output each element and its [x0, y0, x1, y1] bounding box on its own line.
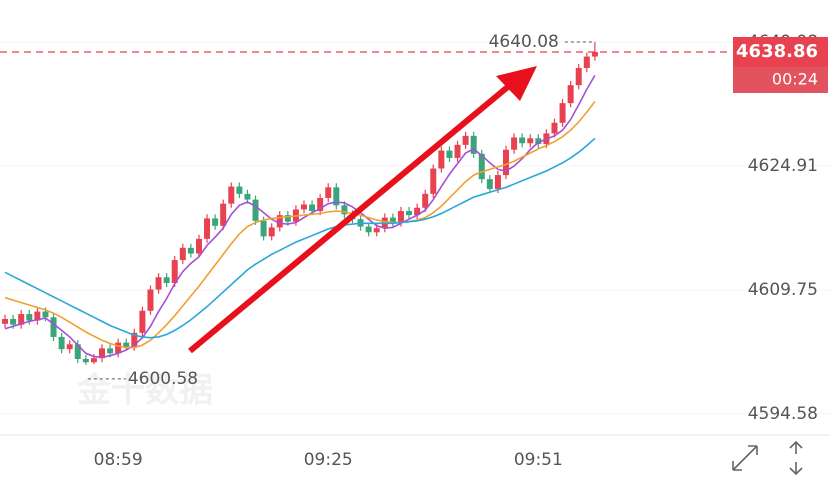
candle-body	[10, 318, 17, 325]
candle-body	[195, 238, 202, 254]
candle-body	[34, 311, 41, 321]
candle-body	[397, 211, 404, 223]
candle-body	[236, 186, 243, 194]
candle-body	[99, 348, 105, 359]
low-label: 4600.58	[128, 369, 198, 389]
candle-body	[50, 317, 57, 337]
ma-line	[4, 137, 596, 339]
candle-body	[90, 358, 97, 363]
candle-body	[519, 137, 526, 144]
candle-body	[333, 187, 340, 206]
candle-body	[551, 122, 558, 134]
candle-body	[82, 358, 89, 363]
trend-arrow	[188, 82, 512, 354]
countdown-label: 00:24	[772, 69, 818, 88]
candle-body	[18, 314, 25, 325]
candle-body	[406, 211, 413, 216]
x-tick-label: 09:51	[514, 450, 563, 470]
candle-body	[591, 51, 598, 57]
candle-body	[147, 289, 154, 311]
expand-icon[interactable]	[732, 445, 758, 471]
candle-body	[187, 247, 194, 254]
candle-body	[422, 193, 429, 208]
candle-body	[301, 204, 307, 210]
candle-body	[42, 311, 49, 318]
last-price-label: 4638.86	[736, 41, 818, 62]
candle-body	[559, 103, 566, 123]
scale-icon[interactable]	[789, 440, 803, 476]
countdown-box	[733, 66, 828, 93]
candle-body	[470, 135, 477, 154]
candle-body	[325, 187, 332, 198]
candle-body	[389, 217, 396, 223]
candle-body	[260, 220, 267, 237]
candle-body	[478, 153, 485, 180]
candle-body	[74, 344, 81, 359]
candle-body	[414, 207, 421, 216]
candle-body	[454, 144, 461, 158]
candle-body	[575, 68, 582, 86]
candle-body	[139, 310, 146, 333]
candle-body	[58, 336, 65, 350]
y-tick-label: 4594.58	[748, 404, 818, 424]
ma-line	[4, 101, 596, 349]
candle-body	[26, 314, 33, 321]
candle-body	[462, 135, 469, 145]
high-label: 4640.08	[489, 32, 559, 52]
candle-body	[511, 137, 518, 150]
candle-body	[66, 344, 73, 350]
candle-body	[220, 203, 227, 226]
candle-body	[309, 204, 316, 212]
last-price-box	[733, 36, 828, 67]
candle-body	[494, 175, 501, 189]
candle-body	[252, 199, 259, 221]
candle-body	[268, 227, 275, 237]
candle-body	[155, 277, 162, 290]
candle-body	[244, 193, 251, 200]
candle-body	[527, 138, 534, 144]
candle-body	[212, 218, 219, 226]
candle-body	[228, 186, 235, 204]
watermark: 金十数据	[76, 371, 213, 411]
candle-body	[373, 228, 380, 233]
candle-body	[171, 260, 178, 283]
candle-body	[430, 168, 437, 194]
candle-body	[2, 318, 9, 324]
candle-body	[123, 342, 130, 347]
candle-body	[131, 332, 138, 347]
x-tick-label: 09:25	[304, 450, 353, 470]
candle-body	[567, 85, 574, 104]
trend-arrow-head	[496, 66, 537, 101]
ma-line	[4, 74, 596, 359]
candle-body	[276, 215, 283, 228]
candle-body	[284, 215, 291, 222]
y-tick-label: 4624.91	[748, 156, 818, 176]
candle-body	[317, 197, 324, 212]
candle-body	[365, 226, 372, 233]
y-tick-label: 4609.75	[748, 280, 818, 300]
candle-body	[341, 205, 348, 215]
candle-body	[446, 150, 453, 158]
candle-body	[535, 138, 542, 145]
candle-body	[438, 150, 445, 169]
x-tick-label: 08:59	[94, 450, 143, 470]
candle-body	[583, 56, 590, 69]
candle-body	[163, 277, 170, 283]
candle-body	[486, 179, 493, 189]
candle-body	[503, 149, 509, 176]
candle-body	[115, 342, 122, 354]
candle-body	[179, 247, 186, 261]
candle-body	[204, 218, 211, 239]
candle-body	[107, 348, 114, 354]
